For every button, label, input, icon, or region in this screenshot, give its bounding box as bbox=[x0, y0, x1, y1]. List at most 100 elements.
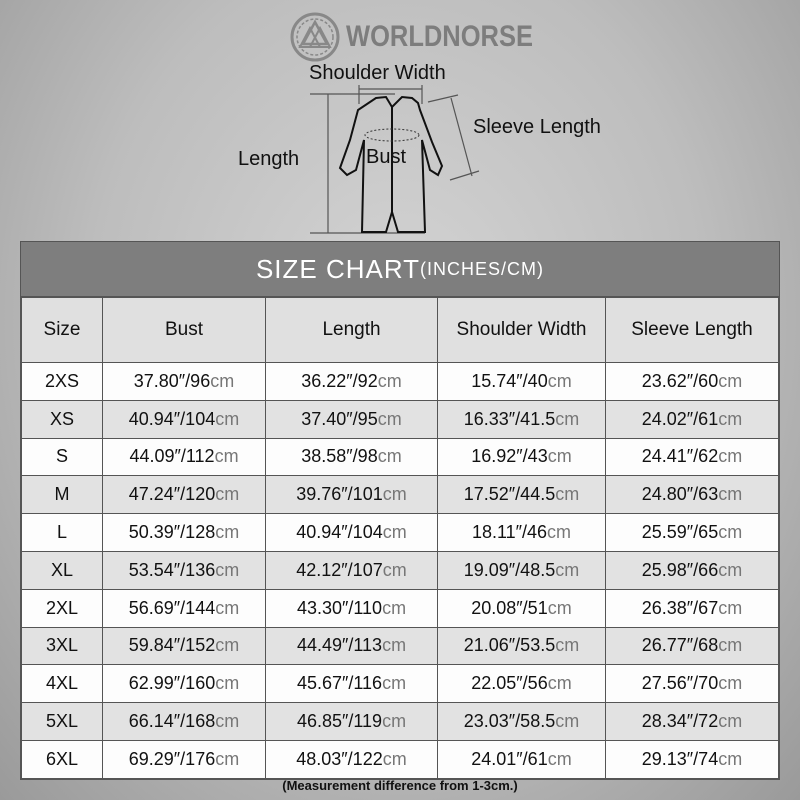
measurement-cell: 44.09″/112cm bbox=[102, 437, 266, 477]
cell-value: 29.13″/74 bbox=[641, 748, 719, 769]
unit-label: cm bbox=[718, 711, 743, 732]
measurement-cell: 37.80″/96cm bbox=[102, 362, 266, 401]
measurement-cell: 62.99″/160cm bbox=[102, 664, 266, 704]
cell-value: 24.01″/61 bbox=[471, 748, 548, 769]
measurement-cell: 26.38″/67cm bbox=[605, 588, 779, 628]
measurement-cell: 28.34″/72cm bbox=[605, 702, 779, 741]
unit-label: cm bbox=[215, 597, 240, 618]
measurement-note: (Measurement difference from 1-3cm.) bbox=[282, 778, 518, 793]
cell-value: 17.52″/44.5 bbox=[463, 484, 556, 505]
unit-label: cm bbox=[382, 484, 407, 505]
cell-value: 38.58″/98 bbox=[301, 446, 378, 467]
measurement-cell: 66.14″/168cm bbox=[102, 702, 266, 741]
measurement-cell: 25.59″/65cm bbox=[605, 513, 779, 552]
unit-label: cm bbox=[555, 408, 580, 429]
unit-label: cm bbox=[382, 559, 407, 580]
unit-label: cm bbox=[382, 597, 407, 618]
measurement-cell: 37.40″/95cm bbox=[265, 399, 438, 439]
header-sleeve-length: Sleeve Length bbox=[605, 297, 779, 363]
cell-value: 18.11″/46 bbox=[471, 522, 548, 543]
measurement-cell: 20.08″/51cm bbox=[437, 588, 606, 628]
measurement-cell: 40.94″/104cm bbox=[265, 513, 438, 552]
cell-value: 24.02″/61 bbox=[641, 408, 719, 429]
cell-value: 53.54″/136 bbox=[128, 559, 216, 580]
header-shoulder-width: Shoulder Width bbox=[437, 297, 606, 363]
measurement-cell: 46.85″/119cm bbox=[265, 702, 438, 741]
cell-value: 36.22″/92 bbox=[301, 370, 378, 391]
unit-label: cm bbox=[215, 673, 240, 694]
measurement-cell: 24.80″/63cm bbox=[605, 475, 779, 515]
cell-value: 27.56″/70 bbox=[641, 673, 719, 694]
measurement-cell: 50.39″/128cm bbox=[102, 513, 266, 552]
cell-value: 42.12″/107 bbox=[296, 559, 383, 580]
cell-value: 45.67″/116 bbox=[296, 673, 383, 694]
label-shoulder-width: Shoulder Width bbox=[309, 62, 446, 84]
measurement-cell: 17.52″/44.5cm bbox=[437, 475, 606, 515]
table-row: L 50.39″/128cm 40.94″/104cm 18.11″/46cm 25.5… bbox=[21, 513, 779, 552]
measurement-cell: 19.09″/48.5cm bbox=[437, 550, 606, 590]
unit-label: cm bbox=[382, 673, 407, 694]
unit-label: cm bbox=[555, 711, 580, 732]
unit-label: cm bbox=[377, 370, 402, 391]
measurement-cell: 16.92″/43cm bbox=[437, 437, 606, 477]
unit-label: cm bbox=[547, 597, 572, 618]
cell-value: 43.30″/110 bbox=[296, 597, 383, 618]
cell-value: 56.69″/144 bbox=[128, 597, 216, 618]
unit-label: cm bbox=[547, 748, 572, 769]
unit-label: cm bbox=[382, 711, 407, 732]
brand-logo: WORLDNORSE bbox=[290, 12, 566, 62]
size-cell: XS bbox=[21, 399, 103, 439]
title-units: (INCHES/CM) bbox=[420, 258, 545, 279]
size-cell: L bbox=[21, 513, 103, 552]
cell-value: 24.80″/63 bbox=[641, 484, 719, 505]
unit-label: cm bbox=[547, 673, 572, 694]
table-row: 4XL 62.99″/160cm 45.67″/116cm 22.05″/56cm 27… bbox=[21, 664, 779, 704]
measurement-cell: 25.98″/66cm bbox=[605, 550, 779, 590]
unit-label: cm bbox=[547, 446, 572, 467]
cell-value: 28.34″/72 bbox=[641, 711, 719, 732]
cell-value: S bbox=[55, 446, 68, 467]
measurement-cell: 45.67″/116cm bbox=[265, 664, 438, 704]
header-bust: Bust bbox=[102, 297, 266, 363]
measurement-cell: 21.06″/53.5cm bbox=[437, 626, 606, 666]
cell-value: 50.39″/128 bbox=[128, 522, 216, 543]
cell-value: 44.49″/113 bbox=[296, 635, 383, 656]
measurement-cell: 27.56″/70cm bbox=[605, 664, 779, 704]
unit-label: cm bbox=[547, 522, 572, 543]
measurement-cell: 38.58″/98cm bbox=[265, 437, 438, 477]
cell-value: 44.09″/112 bbox=[129, 446, 215, 467]
cell-value: 40.94″/104 bbox=[296, 522, 383, 543]
table-row: 2XS 37.80″/96cm 36.22″/92cm 15.74″/40cm 23.6… bbox=[21, 362, 779, 401]
unit-label: cm bbox=[377, 408, 402, 429]
cell-value: 48.03″/122 bbox=[296, 748, 383, 769]
cell-value: 22.05″/56 bbox=[471, 673, 548, 694]
cell-value: 5XL bbox=[45, 711, 79, 732]
unit-label: cm bbox=[215, 748, 240, 769]
unit-label: cm bbox=[215, 635, 240, 656]
unit-label: cm bbox=[382, 522, 407, 543]
cell-value: 21.06″/53.5 bbox=[463, 635, 556, 656]
unit-label: cm bbox=[214, 446, 239, 467]
measurement-cell: 40.94″/104cm bbox=[102, 399, 266, 439]
cell-value: 26.38″/67 bbox=[641, 597, 719, 618]
cell-value: M bbox=[54, 484, 70, 505]
cell-value: 37.40″/95 bbox=[301, 408, 378, 429]
unit-label: cm bbox=[382, 748, 407, 769]
cell-value: 16.33″/41.5 bbox=[463, 408, 556, 429]
cell-value: 3XL bbox=[45, 635, 79, 656]
measurement-cell: 24.02″/61cm bbox=[605, 399, 779, 439]
cell-value: 4XL bbox=[45, 673, 79, 694]
measurement-cell: 18.11″/46cm bbox=[437, 513, 606, 552]
unit-label: cm bbox=[215, 408, 240, 429]
cell-value: 69.29″/176 bbox=[128, 748, 216, 769]
cell-value: 25.98″/66 bbox=[641, 559, 719, 580]
measurement-cell: 56.69″/144cm bbox=[102, 588, 266, 628]
measurement-cell: 53.54″/136cm bbox=[102, 550, 266, 590]
unit-label: cm bbox=[718, 446, 743, 467]
cell-value: 2XL bbox=[45, 597, 79, 618]
cell-value: 16.92″/43 bbox=[471, 446, 548, 467]
unit-label: cm bbox=[377, 446, 402, 467]
measurement-cell: 29.13″/74cm bbox=[605, 739, 779, 779]
measurement-cell: 23.03″/58.5cm bbox=[437, 702, 606, 741]
measurement-cell: 26.77″/68cm bbox=[605, 626, 779, 666]
